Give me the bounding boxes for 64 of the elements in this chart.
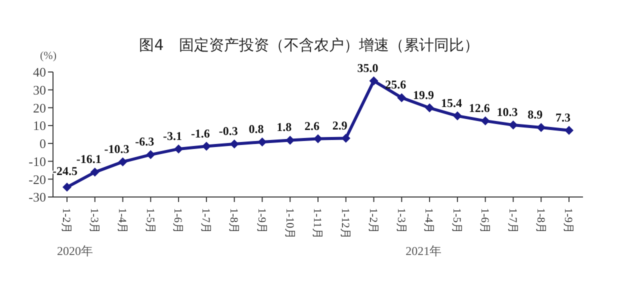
- point: [508, 120, 518, 130]
- text: 12.6: [468, 100, 490, 115]
- text: 8.9: [528, 108, 543, 122]
- x-tick-label: 1-11月: [311, 208, 324, 239]
- point: [258, 138, 267, 146]
- x-tick-label: 1-7月: [200, 208, 212, 234]
- y-tick-label: 20: [33, 100, 46, 116]
- x-tick-label: 1-10月: [283, 208, 296, 240]
- text: 7.3: [556, 110, 570, 124]
- point: [397, 93, 406, 102]
- text: 0.8: [248, 122, 264, 136]
- x-tick-label: 1-6月: [478, 208, 490, 234]
- point: [369, 76, 378, 86]
- x-tick-label: 1-6月: [172, 208, 184, 234]
- y-tick-label: 40: [33, 64, 46, 80]
- text: -6.3: [135, 134, 154, 149]
- x-tick-label: 1-3月: [88, 208, 100, 234]
- x-tick-label: 1-7月: [506, 208, 518, 234]
- text: 35.0: [357, 60, 378, 75]
- x-tick-label: 1-4月: [422, 208, 435, 234]
- x-tick-label: 1-5月: [450, 208, 463, 234]
- text: 2021年: [406, 243, 442, 260]
- text: -1.6: [190, 126, 210, 140]
- point: [452, 111, 462, 120]
- x-tick-label: 1-9月: [255, 208, 268, 234]
- x-tick-label: 1-2月: [366, 208, 379, 234]
- point: [230, 139, 239, 148]
- y-tick-label: -10: [28, 154, 46, 169]
- text: 2.9: [332, 118, 348, 132]
- y-tick-label: -30: [28, 190, 46, 205]
- text: 15.4: [440, 96, 462, 110]
- point: [425, 103, 434, 112]
- point: [480, 116, 490, 126]
- point: [202, 142, 211, 151]
- x-tick-label: 1-2月: [60, 208, 72, 234]
- point: [118, 157, 128, 166]
- text: 2.6: [304, 118, 320, 133]
- text: -10.3: [104, 142, 130, 156]
- text: 10.3: [496, 105, 518, 120]
- point: [314, 134, 322, 144]
- y-axis-title: (%): [40, 50, 56, 62]
- text: -3.1: [163, 128, 182, 143]
- x-tick-label: 1-9月: [562, 208, 574, 234]
- y-tick-label: 10: [33, 118, 46, 134]
- text: 25.6: [385, 78, 406, 92]
- x-tick-label: 1-3月: [394, 208, 407, 234]
- text: -0.3: [218, 124, 238, 138]
- point: [146, 150, 156, 160]
- text: -16.1: [76, 152, 102, 166]
- point: [564, 126, 574, 135]
- y-tick-label: 30: [33, 82, 46, 98]
- x-tick-label: 1-4月: [116, 208, 128, 234]
- x-tick-label: 1-12月: [339, 208, 352, 240]
- x-tick-label: 1-8月: [534, 208, 546, 234]
- text: 19.9: [413, 88, 434, 102]
- text: 2020年: [57, 243, 93, 260]
- x-tick-label: 1-8月: [227, 208, 240, 234]
- chart-title: 图4 固定资产投资（不含农户）增速（累计同比）: [139, 36, 479, 54]
- point: [90, 168, 100, 177]
- y-tick-label: -20: [28, 172, 46, 187]
- x-tick-label: 1-5月: [144, 208, 156, 234]
- y-tick-label: 0: [40, 136, 46, 152]
- text: 1.8: [276, 120, 292, 134]
- point: [62, 182, 72, 192]
